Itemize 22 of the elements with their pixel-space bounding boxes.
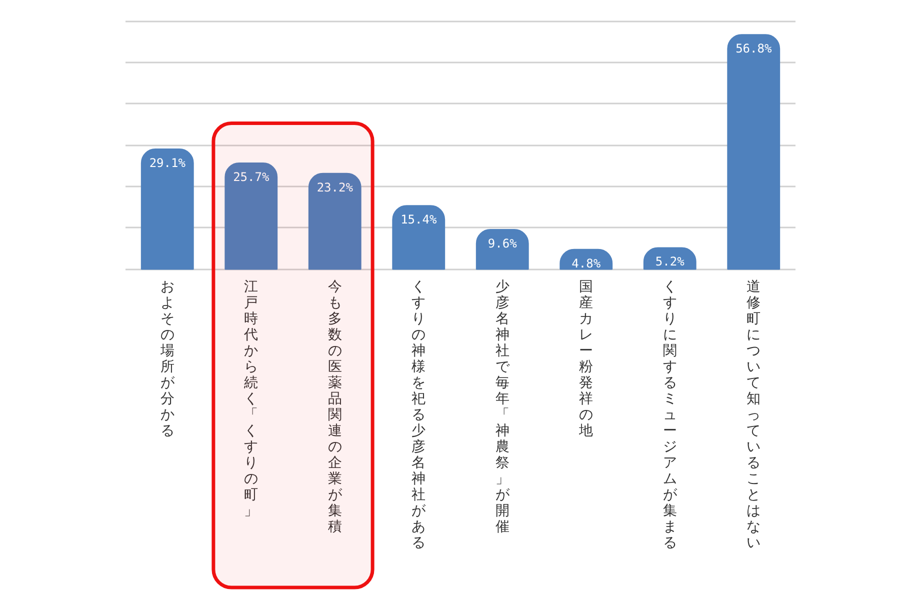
category-label: 道修町について知っていることはない <box>746 279 761 552</box>
data-label: 56.8% <box>736 42 772 56</box>
category-label: 江戸時代から続く「くすりの町」 <box>244 279 258 520</box>
category-label: およその場所が分かる <box>160 279 174 440</box>
data-label: 4.8% <box>572 256 602 270</box>
bar <box>224 162 278 270</box>
category-label: くすりに関するミュージアムが集まる <box>662 279 677 552</box>
data-label: 5.2% <box>655 254 686 269</box>
category-label: 国産カレー粉発祥の地 <box>579 279 594 440</box>
category-label: 今も多数の医薬品関連の企業が集積 <box>328 279 342 536</box>
bar <box>140 148 194 270</box>
category-label: 少彦名神社で毎年「神農祭」が開催 <box>495 279 510 536</box>
data-label: 23.2% <box>316 180 354 194</box>
data-label: 25.7% <box>233 170 270 184</box>
data-label: 29.1% <box>149 156 186 170</box>
data-label: 15.4% <box>400 212 438 227</box>
bar <box>308 172 362 270</box>
bar <box>392 205 446 270</box>
bar <box>476 229 529 270</box>
data-label: 9.6% <box>488 236 518 251</box>
category-label: くすりの神様を祀る少彦名神社がある <box>412 279 426 552</box>
bar <box>727 34 780 270</box>
